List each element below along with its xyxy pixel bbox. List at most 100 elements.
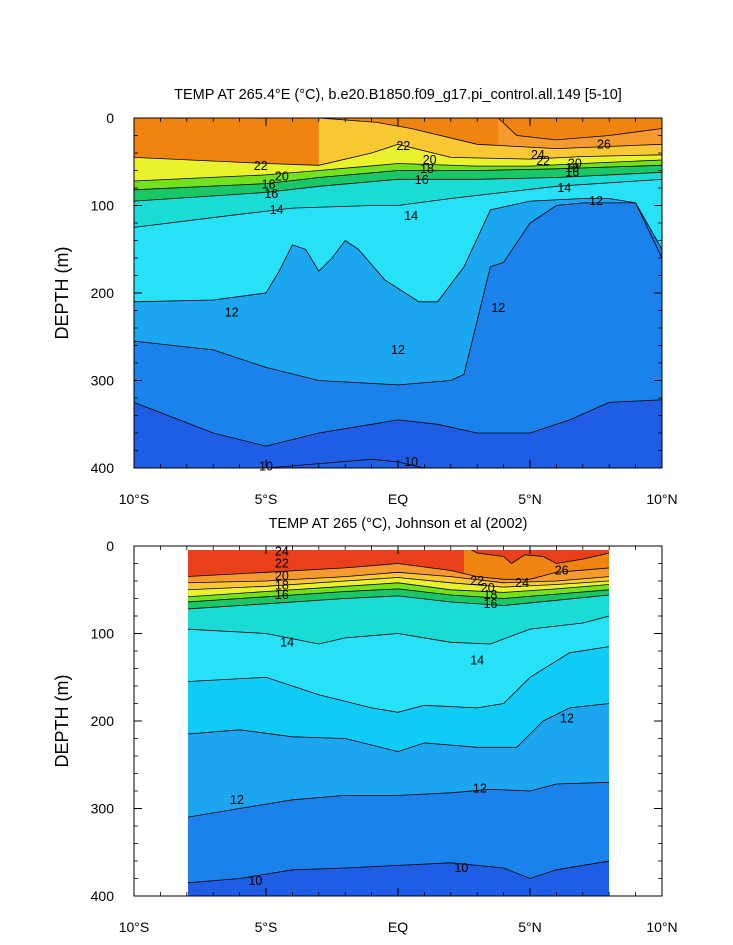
contour-label-text: 18 <box>262 178 276 192</box>
contour-label: 16 <box>483 597 497 611</box>
isotherm-20 <box>188 582 609 598</box>
y-tick-label: 400 <box>91 460 115 476</box>
contour-label: 18 <box>275 578 289 592</box>
contour-label: 14 <box>280 635 294 649</box>
contour-label: 10 <box>404 455 418 469</box>
contour-label-text: 14 <box>270 203 284 217</box>
contour-label: 26 <box>597 137 611 151</box>
contour-label: 12 <box>391 343 405 357</box>
contour-label-text: 12 <box>473 781 487 795</box>
contour-label-text: 20 <box>275 569 289 583</box>
contour-label-text: 18 <box>275 578 289 592</box>
contour-label-text: 14 <box>280 635 294 649</box>
contour-label: 12 <box>491 301 505 315</box>
contour-label: 24 <box>515 576 529 590</box>
y-tick-label: 300 <box>91 373 115 389</box>
contour-label: 12 <box>589 194 603 208</box>
isotherm-18 <box>134 164 662 191</box>
contour-label-text: 16 <box>275 588 289 602</box>
contour-label: 10 <box>248 874 262 888</box>
temp-band-below-11 <box>134 202 662 468</box>
contour-label-text: 22 <box>536 154 550 168</box>
contour-label-text: 16 <box>565 165 579 179</box>
contour-label-text: 24 <box>275 544 289 558</box>
x-tick-label: 10°N <box>646 919 677 935</box>
x-tick-label: 10°N <box>646 491 677 507</box>
x-tick-label: EQ <box>388 491 408 507</box>
contour-label-text: 24 <box>515 576 529 590</box>
isotherm-22 <box>188 577 609 591</box>
contour-label: 16 <box>275 588 289 602</box>
contour-label-text: 12 <box>589 194 603 208</box>
contour-label: 24 <box>531 148 545 162</box>
isotherm-10 <box>188 860 609 884</box>
top-chart-fill <box>134 118 662 468</box>
contour-label-text: 20 <box>423 153 437 167</box>
y-tick-label: 200 <box>91 285 115 301</box>
contour-label-text: 20 <box>275 170 289 184</box>
isotherm-24 <box>318 118 662 150</box>
contour-label-text: 20 <box>568 157 582 171</box>
contour-label: 14 <box>270 203 284 217</box>
bottom-chart-panel: TEMP AT 265 (°C), Johnson et al (2002) 2… <box>52 516 678 935</box>
isotherm-14 <box>134 178 662 228</box>
top-chart-axes: 10°S 5°S EQ 5°N 10°N 0 100 200 300 400 <box>91 110 678 507</box>
y-tick-label: 300 <box>91 801 115 817</box>
contour-label: 22 <box>470 574 484 588</box>
isotherm-16 <box>134 171 662 202</box>
isotherm-13 <box>188 646 609 713</box>
contour-label: 20 <box>423 153 437 167</box>
contour-label: 12 <box>225 305 239 319</box>
y-tick-label: 200 <box>91 713 115 729</box>
isotherm-12 <box>134 198 662 303</box>
x-tick-label: 5°N <box>518 491 542 507</box>
contour-label: 20 <box>481 581 495 595</box>
isotherm-26 <box>188 563 609 580</box>
isotherm-11 <box>134 202 662 386</box>
contour-label: 20 <box>275 170 289 184</box>
bottom-chart-title: TEMP AT 265 (°C), Johnson et al (2002) <box>269 516 528 532</box>
contour-label: 12 <box>230 793 244 807</box>
contour-label-text: 14 <box>470 654 484 668</box>
contour-label: 20 <box>568 157 582 171</box>
x-tick-label: EQ <box>388 919 408 935</box>
contour-label: 22 <box>254 159 268 173</box>
contour-label-text: 22 <box>396 139 410 153</box>
contour-label-text: 26 <box>597 137 611 151</box>
contour-label: 10 <box>454 861 468 875</box>
isotherm-26 <box>498 118 662 141</box>
contour-label: 24 <box>275 544 289 558</box>
contour-label-text: 12 <box>560 711 574 725</box>
contour-label-text: 12 <box>491 301 505 315</box>
y-tick-label: 0 <box>106 110 114 126</box>
bottom-chart-axes: 10°S 5°S EQ 5°N 10°N 0 100 200 300 400 <box>91 538 678 935</box>
contour-label-text: 12 <box>391 343 405 357</box>
contour-label-text: 22 <box>254 159 268 173</box>
contour-label-text: 22 <box>275 557 289 571</box>
contour-label-text: 14 <box>404 209 418 223</box>
contour-label: 18 <box>420 162 434 176</box>
isotherm-10 <box>134 399 662 447</box>
x-tick-label: 10°S <box>119 919 150 935</box>
x-tick-label: 5°S <box>255 919 278 935</box>
contour-label-text: 24 <box>531 148 545 162</box>
isotherm-12 <box>188 703 609 753</box>
contour-label-text: 10 <box>404 455 418 469</box>
contour-label-text: 10 <box>454 861 468 875</box>
contour-label-text: 12 <box>225 305 239 319</box>
bottom-chart-fill <box>188 550 609 896</box>
contour-label-text: 20 <box>481 581 495 595</box>
isotherm-24 <box>188 571 609 584</box>
contour-label: 18 <box>262 178 276 192</box>
temp-band-below-9 <box>134 459 425 468</box>
contour-label-text: 26 <box>555 564 569 578</box>
contour-label-text: 14 <box>557 181 571 195</box>
contour-label-text: 12 <box>230 793 244 807</box>
contour-label: 22 <box>275 557 289 571</box>
top-chart-panel: TEMP AT 265.4°E (°C), b.e20.B1850.f09_g1… <box>52 87 678 507</box>
contour-label: 16 <box>415 173 429 187</box>
isotherm-20 <box>134 159 662 182</box>
contour-label-text: 18 <box>483 588 497 602</box>
